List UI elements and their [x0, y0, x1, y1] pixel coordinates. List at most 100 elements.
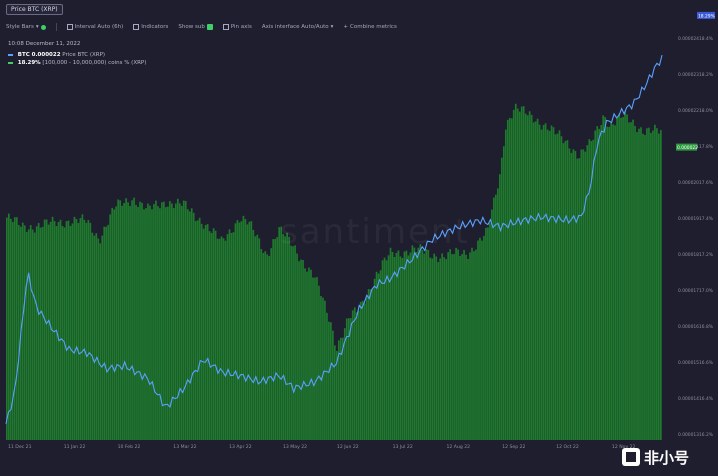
holders-bar: [174, 203, 177, 440]
holders-bar: [73, 216, 76, 440]
indicators-icon: [133, 24, 140, 30]
holders-bar: [357, 310, 360, 440]
indicators-button[interactable]: Indicators: [133, 24, 168, 30]
price-tick-label: 0.000015: [678, 360, 699, 366]
holders-bar: [451, 254, 453, 440]
holders-bar: [642, 133, 644, 440]
holders-bar: [536, 118, 539, 440]
holders-bar: [129, 206, 131, 440]
price-tick-label: 0.000019: [678, 216, 699, 222]
x-tick-label: 13 Mar 22: [173, 444, 196, 450]
holders-bar: [133, 197, 135, 440]
holders-bar: [260, 249, 263, 440]
holders-bar: [182, 200, 185, 440]
pct-tick-label: 18.0%: [699, 108, 713, 114]
holders-bar: [242, 215, 245, 440]
legend-price-label: Price BTC (XRP): [62, 52, 106, 58]
holders-bar: [487, 227, 489, 440]
holders-bar: [254, 236, 257, 440]
holders-bar: [262, 252, 265, 440]
holders-bar: [39, 227, 42, 440]
holders-bar: [236, 220, 239, 440]
holders-bar: [447, 252, 449, 440]
pct-tick-label: 16.6%: [699, 360, 713, 366]
x-axis: 11 Dec 21 11 Jan 22 10 Feb 22 13 Mar 22 13 A…: [8, 444, 636, 450]
holders-bar: [564, 140, 567, 440]
holders-bar: [172, 208, 175, 440]
holders-bar: [606, 126, 609, 441]
pin-axis-label: Pin axis: [230, 24, 252, 30]
holders-bar: [117, 199, 120, 440]
holders-bar: [322, 297, 324, 440]
holders-bar: [652, 130, 654, 440]
holders-bar: [286, 232, 288, 440]
pin-axis-checkbox[interactable]: Pin axis: [222, 24, 252, 30]
holders-bar: [640, 127, 642, 440]
holders-bar: [516, 108, 519, 440]
interval-dropdown[interactable]: Interval Auto (6h): [66, 24, 124, 30]
holders-bar: [318, 285, 320, 440]
holders-bar: [55, 226, 58, 440]
holders-bar: [256, 234, 259, 440]
holders-bar: [216, 238, 219, 440]
interval-label: Interval Auto (6h): [74, 24, 124, 30]
holders-bar: [477, 240, 479, 440]
holders-bar: [75, 218, 78, 440]
holders-bar: [105, 226, 108, 440]
chart-title-tab[interactable]: Price BTC (XRP): [6, 3, 63, 15]
holders-bar: [220, 236, 223, 440]
holders-bar: [304, 268, 306, 440]
holders-bar: [310, 269, 312, 440]
holders-bar: [465, 254, 467, 440]
holders-bar: [230, 233, 233, 440]
holders-bar: [252, 229, 255, 440]
holders-bar: [497, 188, 499, 440]
holders-bar: [473, 251, 475, 440]
holders-bar: [614, 125, 616, 440]
holders-bar: [500, 157, 503, 440]
style-bars-dropdown[interactable]: Style Bars ▾: [6, 24, 46, 30]
combine-metrics-button[interactable]: + Combine metrics: [343, 24, 396, 30]
holders-bar: [449, 249, 451, 440]
holders-bar: [188, 211, 191, 440]
holders-bar: [25, 231, 28, 440]
holders-bar: [524, 113, 527, 441]
holders-bar: [23, 225, 26, 440]
holders-bar: [401, 258, 404, 440]
holders-bar: [574, 150, 577, 441]
holders-bar: [35, 226, 38, 440]
holders-bar: [67, 220, 70, 440]
holders-bar: [214, 230, 217, 440]
holders-bar: [538, 124, 541, 441]
holders-bar: [109, 214, 112, 440]
holders-bar: [89, 222, 92, 440]
holders-bar: [163, 201, 165, 440]
pct-tick-label: 18.4%: [699, 36, 713, 42]
price-tick-label: 0.000022: [678, 108, 699, 114]
price-current-label: 0.000022: [677, 145, 698, 151]
price-tick-label: 0.000017: [678, 288, 699, 294]
show-sub-toggle[interactable]: Show sub: [178, 24, 213, 30]
holders-bar: [21, 222, 24, 440]
holders-bar: [47, 224, 50, 440]
holders-bar: [391, 251, 394, 440]
holders-bar: [604, 117, 607, 440]
holders-bar: [141, 202, 143, 440]
holders-bar: [77, 222, 80, 440]
holders-bar: [87, 220, 90, 440]
axis-interface-dropdown[interactable]: Axis interface Auto/Auto ▾: [262, 24, 334, 30]
holders-bar: [212, 228, 215, 440]
holders-bar: [568, 148, 571, 440]
holders-bar: [169, 201, 171, 440]
pct-tick-label: 16.8%: [699, 324, 713, 330]
holders-bar: [85, 222, 88, 440]
holders-bar: [584, 151, 587, 440]
toggle-icon: [206, 24, 213, 30]
holders-bar: [176, 198, 179, 440]
holders-bar: [326, 312, 328, 440]
holders-bar: [471, 247, 473, 440]
holders-bar: [292, 246, 294, 440]
holders-bar: [268, 255, 271, 440]
